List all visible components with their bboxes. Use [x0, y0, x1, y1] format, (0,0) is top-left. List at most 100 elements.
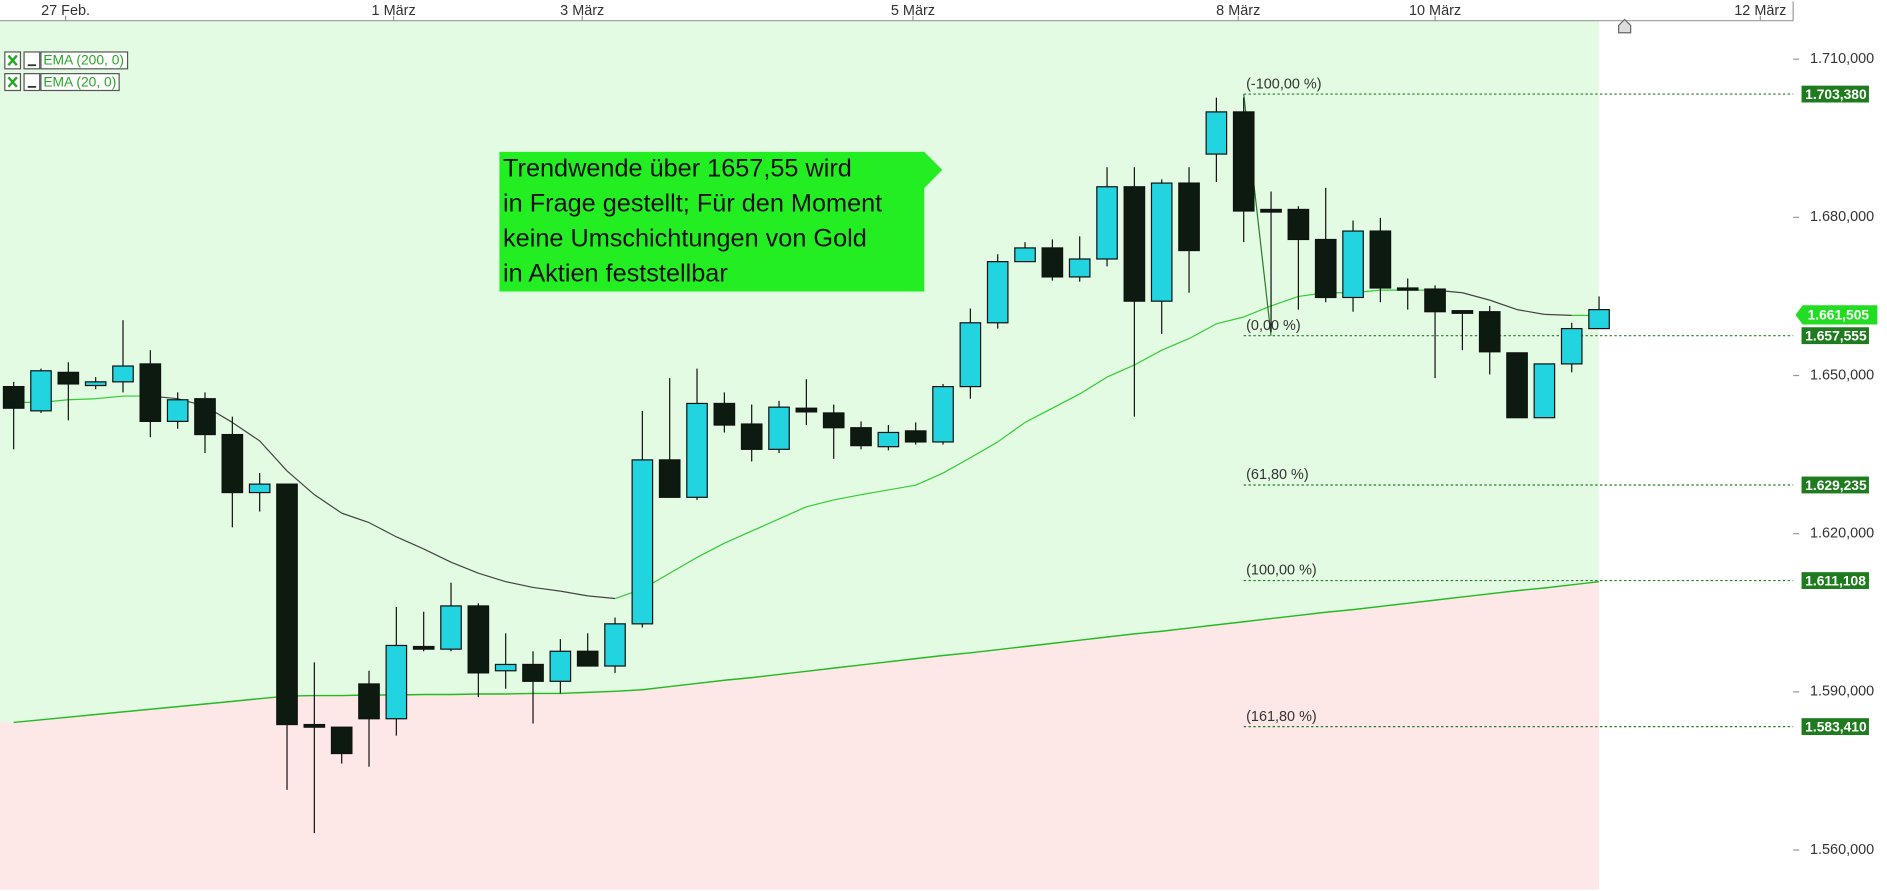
candle-body	[768, 406, 790, 450]
legend-entry: EMA (200, 0)	[43, 52, 124, 68]
fib-value-label: 1.703,380	[1805, 86, 1867, 102]
fib-value-label: 1.611,108	[1805, 572, 1866, 588]
candle-body	[1396, 287, 1419, 291]
candle-body	[740, 423, 763, 450]
fib-value-label: 1.629,235	[1805, 477, 1867, 493]
ema-segment	[942, 457, 971, 474]
ema-segment	[1544, 313, 1572, 317]
x-tick-label: 12 März	[1734, 3, 1786, 19]
candle-body	[795, 407, 818, 413]
candle-body	[1478, 311, 1501, 353]
ema-segment	[341, 512, 370, 524]
candle-body	[549, 650, 572, 682]
ema-segment	[1106, 364, 1135, 378]
candle-body	[1260, 208, 1282, 213]
ema-segment	[970, 441, 999, 459]
legend-close-icon	[7, 54, 18, 67]
candle-body	[822, 412, 845, 429]
ema-segment	[1079, 376, 1108, 395]
candle-body	[1014, 247, 1036, 263]
legend-entry-box[interactable]	[40, 73, 120, 92]
ema-segment	[997, 421, 1026, 443]
candle-body	[522, 663, 544, 682]
fib-value-label: 1.583,410	[1805, 718, 1867, 734]
ema-segment	[1161, 338, 1190, 351]
legend-close-icon	[7, 76, 18, 88]
ema-segment	[1462, 292, 1490, 301]
legend-minimize-box[interactable]	[23, 51, 41, 70]
candle-body	[303, 723, 326, 728]
ema-segment	[396, 536, 424, 550]
ema-segment	[1243, 305, 1272, 318]
candle-body	[1041, 247, 1064, 278]
plot-area: (-100,00 %) (0,00 %) (61,80 %) (100,00 %) (1…	[0, 20, 1794, 890]
fib-label: (-100,00 %)	[1246, 76, 1321, 92]
ema-segment	[833, 494, 862, 501]
x-tick-label: 3 März	[560, 3, 604, 19]
legend-entry: EMA (20, 0)	[43, 73, 116, 89]
ema-segment	[368, 522, 397, 538]
candle-body	[194, 398, 216, 436]
candle-body	[959, 322, 982, 388]
candle-body	[576, 650, 599, 667]
y-tick-label: 1.680,000	[1810, 209, 1874, 225]
ema-segment	[423, 548, 452, 563]
ema-segment	[669, 556, 698, 574]
candle-body	[385, 644, 408, 720]
candle-body	[1178, 182, 1200, 252]
ema-segment	[1216, 316, 1244, 325]
candle-body	[1232, 111, 1255, 212]
fib-value-box	[1801, 718, 1869, 736]
annotation-text: keine Umschichtungen von Gold	[503, 224, 867, 252]
x-tick-label: 8 März	[1216, 3, 1260, 19]
candle-body	[877, 431, 900, 448]
annotation-box	[499, 151, 943, 292]
candle-body	[1369, 230, 1392, 289]
candle-body	[1314, 238, 1337, 299]
ema-segment	[232, 421, 261, 442]
ema-segment	[1024, 407, 1053, 423]
candle-body	[986, 261, 1009, 324]
ema-segment	[1516, 309, 1545, 315]
ema-segment	[314, 494, 343, 514]
candle-body	[604, 623, 626, 667]
candle-body	[1424, 288, 1446, 313]
candle-body	[1342, 230, 1364, 299]
candle-body	[248, 483, 271, 494]
candle-body	[1560, 327, 1583, 365]
candle-body	[850, 427, 872, 447]
ema-segment	[1270, 295, 1299, 307]
candle-body	[1068, 258, 1091, 278]
candle-body	[139, 363, 162, 422]
annotation-text: Trendwende über 1657,55 wird	[503, 155, 852, 183]
ema-segment	[450, 561, 479, 574]
ema-segment	[1134, 349, 1162, 366]
candle-body	[112, 365, 134, 383]
ema-segment	[532, 586, 561, 592]
y-tick-label: 1.710,000	[1810, 51, 1874, 67]
ema-segment	[860, 489, 889, 496]
legend-minimize-box[interactable]	[23, 73, 41, 92]
candle-body	[1533, 363, 1556, 419]
ema-segment	[587, 595, 616, 600]
candle-body	[1451, 310, 1474, 314]
x-tick-label: 1 März	[372, 3, 416, 19]
candle-body	[1506, 352, 1528, 419]
candle-body	[1205, 111, 1228, 155]
candle-body	[1287, 208, 1310, 241]
scroll-icon[interactable]	[1618, 18, 1632, 34]
ema-segment	[478, 572, 506, 583]
candle-body	[221, 433, 244, 494]
candle-body	[686, 402, 708, 498]
x-tick-label: 5 März	[891, 3, 935, 19]
candle-body	[30, 370, 52, 412]
candle-body	[904, 430, 927, 443]
ema-segment	[259, 440, 288, 472]
fib-label: (61,80 %)	[1246, 467, 1309, 483]
ema-segment	[915, 472, 944, 486]
legend-entry-box[interactable]	[40, 51, 129, 70]
candle-body	[358, 683, 380, 720]
candle-body	[57, 371, 80, 385]
